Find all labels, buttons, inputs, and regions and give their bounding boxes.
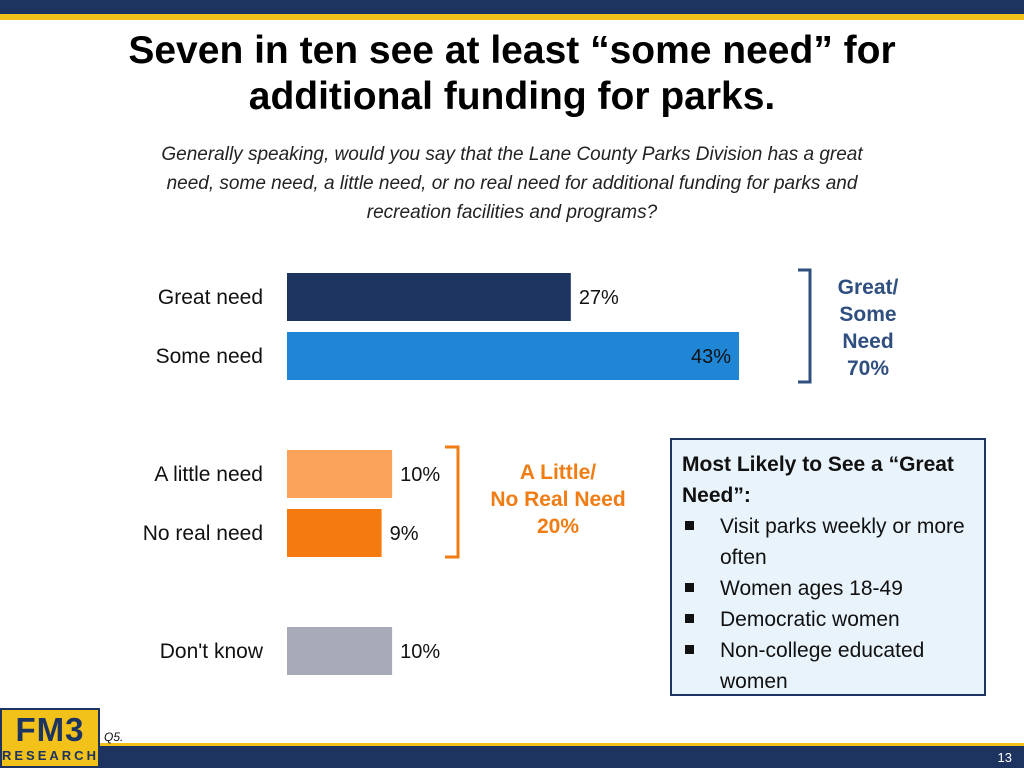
callout-item: Women ages 18-49	[682, 573, 974, 604]
little-no-line-2: No Real Need	[490, 488, 626, 511]
bar-great-need	[287, 273, 571, 321]
little-no-line-1: A Little/	[519, 461, 597, 484]
value-label-don-t-know: 10%	[400, 641, 440, 663]
callout-item: Visit parks weekly or more often	[682, 511, 974, 573]
bar-no-real-need	[287, 509, 382, 557]
slide-title: Seven in ten see at least “some need” fo…	[128, 29, 896, 118]
top-banner-band	[0, 0, 1024, 14]
question-text: Generally speaking, would you say that t…	[161, 144, 863, 223]
category-label-don-t-know: Don't know	[160, 640, 264, 663]
logo-subtext: RESEARCH	[2, 748, 99, 763]
bottom-gold-stripe	[100, 743, 1024, 747]
great-some-line-2: Some	[839, 303, 897, 326]
callout-item: Non-college educated women	[682, 635, 974, 697]
great-some-total: 70%	[846, 357, 890, 380]
square-bullet-icon	[685, 645, 694, 654]
little-no-need-note: A Little/ No Real Need 20%	[478, 459, 638, 540]
fm3-logo: FM3 RESEARCH	[0, 708, 100, 768]
bar-some-need	[287, 332, 739, 380]
callout-item: Democratic women	[682, 604, 974, 635]
callout-heading: Most Likely to See a “Great Need”:	[682, 453, 954, 507]
value-label-a-little-need: 10%	[400, 464, 440, 486]
category-label-great-need: Great need	[158, 286, 263, 309]
category-label-a-little-need: A little need	[154, 463, 263, 486]
category-label-some-need: Some need	[156, 345, 263, 368]
callout-list: Visit parks weekly or more often Women a…	[682, 511, 974, 697]
top-gold-stripe	[0, 14, 1024, 20]
bottom-banner-band	[0, 746, 1024, 768]
great-need-callout-box: Most Likely to See a “Great Need”: Visit…	[670, 438, 986, 696]
bar-a-little-need	[287, 450, 393, 498]
bracket-little-no-need	[445, 445, 460, 559]
great-some-line-3: Need	[842, 330, 894, 353]
great-some-need-note: Great/ Some Need 70%	[812, 274, 924, 382]
logo-mark: FM3	[15, 711, 85, 748]
callout-item-text: Visit parks weekly or more often	[720, 515, 965, 569]
callout-item-text: Non-college educated women	[720, 639, 925, 693]
little-no-total: 20%	[536, 515, 580, 538]
page-number: 13	[997, 750, 1012, 765]
question-reference: Q5.	[104, 730, 124, 744]
category-label-no-real-need: No real need	[143, 522, 263, 545]
bar-don-t-know	[287, 627, 393, 675]
bracket-great-some-need	[798, 268, 812, 384]
square-bullet-icon	[685, 614, 694, 623]
square-bullet-icon	[685, 521, 694, 530]
value-label-great-need: 27%	[579, 287, 619, 309]
value-label-some-need: 43%	[691, 346, 731, 368]
great-some-line-1: Great/	[837, 276, 899, 299]
callout-item-text: Women ages 18-49	[720, 577, 903, 600]
callout-item-text: Democratic women	[720, 608, 900, 631]
value-label-no-real-need: 9%	[390, 523, 419, 545]
square-bullet-icon	[685, 583, 694, 592]
